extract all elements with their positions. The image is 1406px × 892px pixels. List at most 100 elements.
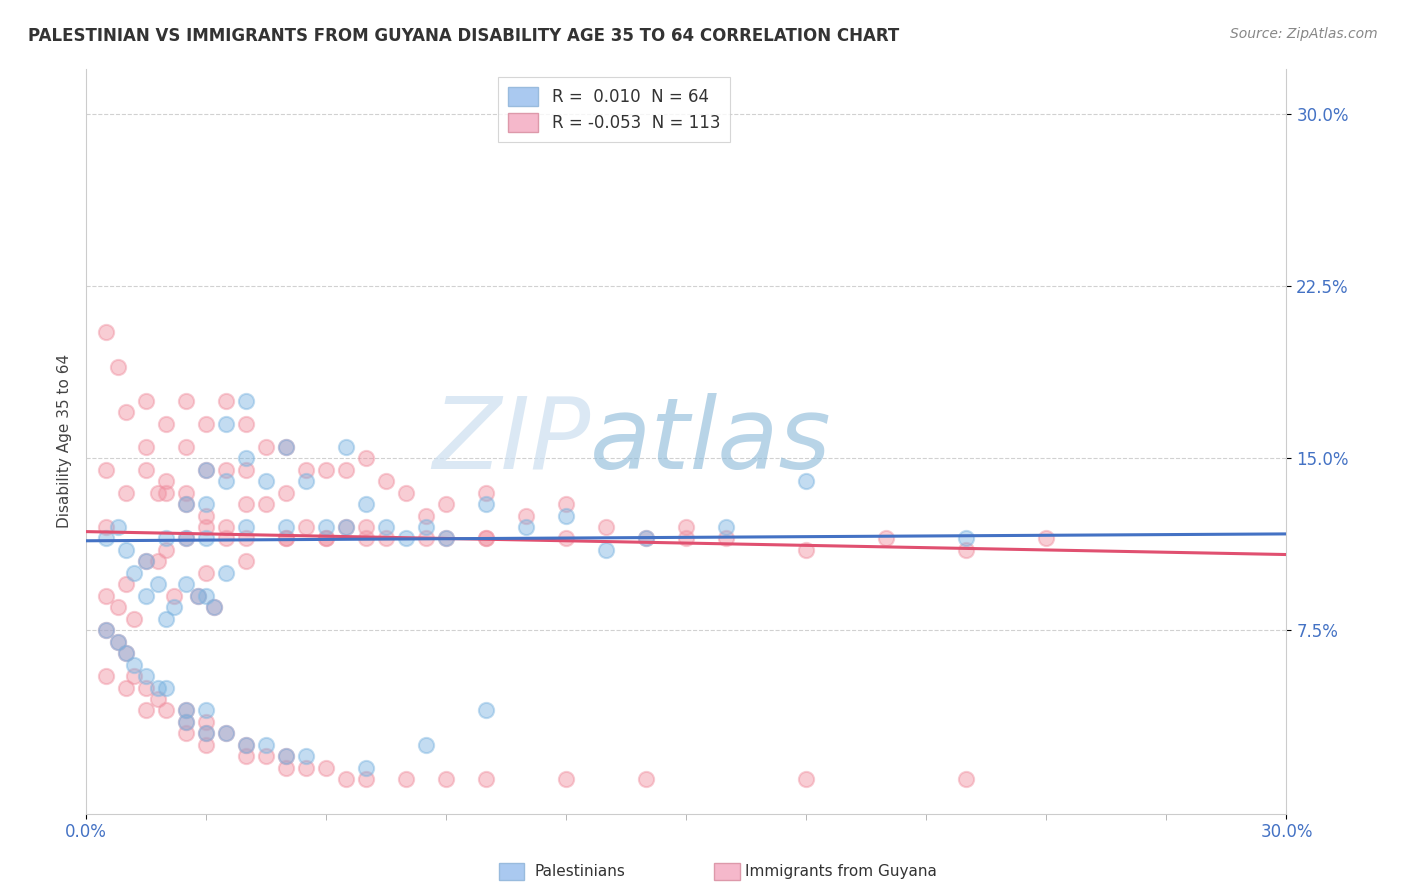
Point — [555, 532, 578, 546]
Point — [215, 532, 238, 546]
Point — [94, 589, 117, 603]
Point — [115, 543, 138, 558]
Point — [315, 532, 337, 546]
Point — [195, 508, 218, 523]
Point — [195, 726, 218, 740]
Point — [155, 612, 177, 626]
Text: Source: ZipAtlas.com: Source: ZipAtlas.com — [1230, 27, 1378, 41]
Point — [335, 463, 357, 477]
Point — [475, 497, 498, 511]
Point — [107, 359, 129, 374]
Point — [375, 532, 398, 546]
Point — [174, 577, 197, 591]
Point — [434, 772, 457, 787]
Point — [254, 474, 277, 488]
Point — [235, 497, 257, 511]
Point — [276, 761, 298, 775]
Point — [115, 405, 138, 419]
Point — [235, 532, 257, 546]
Point — [415, 520, 437, 534]
Y-axis label: Disability Age 35 to 64: Disability Age 35 to 64 — [58, 354, 72, 528]
Point — [1035, 532, 1057, 546]
Point — [122, 612, 145, 626]
Point — [174, 726, 197, 740]
Point — [354, 532, 377, 546]
Point — [94, 669, 117, 683]
Point — [335, 520, 357, 534]
Point — [135, 393, 157, 408]
Point — [146, 485, 169, 500]
Text: Palestinians: Palestinians — [534, 863, 626, 879]
Point — [475, 532, 498, 546]
Point — [636, 532, 658, 546]
Point — [135, 440, 157, 454]
Point — [195, 532, 218, 546]
Point — [315, 761, 337, 775]
Point — [254, 440, 277, 454]
Point — [235, 451, 257, 466]
Point — [354, 451, 377, 466]
Point — [215, 726, 238, 740]
Point — [335, 520, 357, 534]
Point — [354, 497, 377, 511]
Point — [195, 589, 218, 603]
Point — [395, 772, 418, 787]
Point — [195, 520, 218, 534]
Text: PALESTINIAN VS IMMIGRANTS FROM GUYANA DISABILITY AGE 35 TO 64 CORRELATION CHART: PALESTINIAN VS IMMIGRANTS FROM GUYANA DI… — [28, 27, 900, 45]
Point — [276, 520, 298, 534]
Point — [335, 440, 357, 454]
Point — [215, 520, 238, 534]
Point — [276, 532, 298, 546]
Point — [415, 738, 437, 752]
Point — [555, 508, 578, 523]
Point — [395, 485, 418, 500]
Point — [187, 589, 209, 603]
Point — [395, 532, 418, 546]
Point — [155, 417, 177, 431]
Point — [115, 577, 138, 591]
Point — [122, 669, 145, 683]
Point — [636, 772, 658, 787]
Point — [163, 600, 186, 615]
Point — [555, 497, 578, 511]
Point — [315, 463, 337, 477]
Point — [276, 485, 298, 500]
Point — [235, 749, 257, 764]
Point — [122, 566, 145, 580]
Point — [215, 393, 238, 408]
Point — [195, 566, 218, 580]
Point — [434, 497, 457, 511]
Point — [295, 761, 318, 775]
Point — [354, 772, 377, 787]
Point — [295, 520, 318, 534]
Point — [315, 532, 337, 546]
Point — [955, 772, 977, 787]
Point — [555, 772, 578, 787]
Point — [335, 772, 357, 787]
Point — [254, 738, 277, 752]
Point — [276, 532, 298, 546]
Point — [955, 543, 977, 558]
Point — [254, 749, 277, 764]
Point — [202, 600, 225, 615]
Point — [195, 463, 218, 477]
Point — [146, 681, 169, 695]
Point — [276, 440, 298, 454]
Point — [174, 485, 197, 500]
Point — [475, 772, 498, 787]
Point — [276, 440, 298, 454]
Point — [195, 738, 218, 752]
Point — [215, 463, 238, 477]
Point — [163, 589, 186, 603]
Point — [155, 543, 177, 558]
Point — [295, 463, 318, 477]
Point — [675, 520, 697, 534]
Point — [107, 520, 129, 534]
Point — [315, 520, 337, 534]
Point — [122, 657, 145, 672]
Point — [155, 485, 177, 500]
Point — [415, 532, 437, 546]
Point — [794, 543, 817, 558]
Point — [636, 532, 658, 546]
Text: ZIP: ZIP — [432, 392, 591, 490]
